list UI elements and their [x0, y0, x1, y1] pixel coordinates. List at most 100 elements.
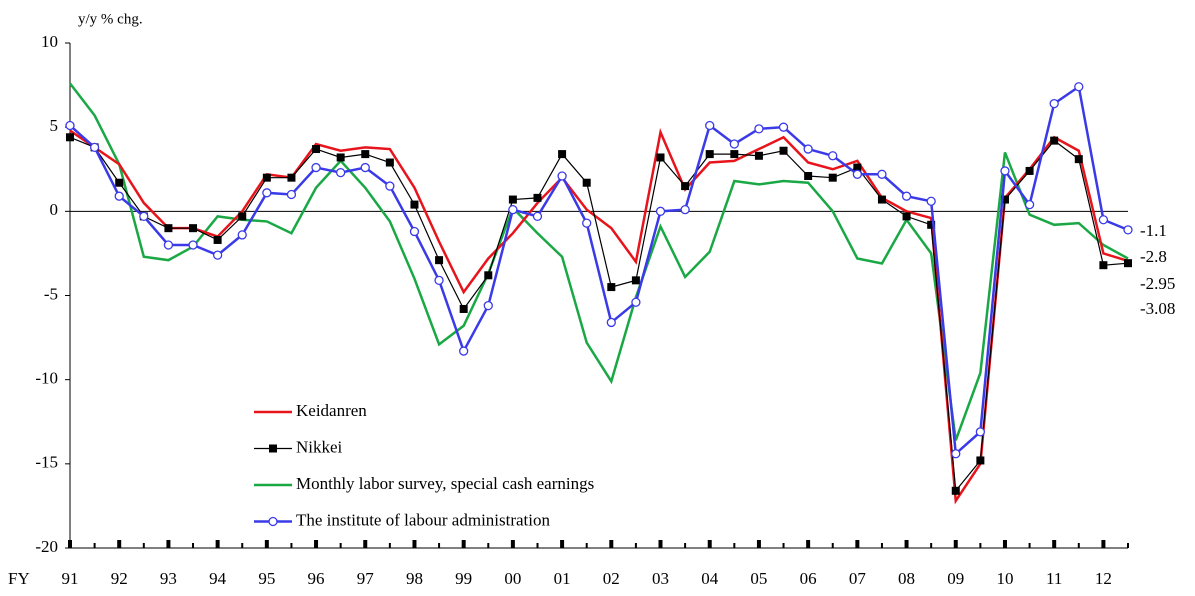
- point: [779, 146, 788, 155]
- x-tick-label: 92: [111, 569, 128, 588]
- point: [631, 276, 640, 285]
- point: [655, 206, 666, 216]
- x-tick-label: 91: [62, 569, 79, 588]
- point: [238, 212, 247, 221]
- point: [853, 163, 862, 172]
- point: [582, 218, 592, 228]
- point: [410, 200, 419, 209]
- point: [754, 151, 763, 160]
- y-tick-label: -20: [35, 537, 58, 556]
- legend-label: The institute of labour administration: [296, 510, 551, 529]
- point: [262, 188, 272, 198]
- point: [409, 226, 420, 237]
- x-tick-label: 04: [701, 569, 719, 588]
- point: [188, 240, 198, 250]
- line-series: [69, 84, 1129, 457]
- point: [901, 191, 912, 201]
- x-tick-label: 10: [996, 569, 1013, 588]
- point: [705, 150, 714, 159]
- x-tick-label: 06: [800, 569, 817, 588]
- x-tick-label: 05: [750, 569, 767, 588]
- point: [484, 271, 493, 280]
- point: [1025, 166, 1034, 175]
- point: [1050, 136, 1059, 145]
- y-tick-label: 5: [50, 116, 59, 135]
- x-tick-label: 09: [947, 569, 964, 588]
- point: [778, 122, 789, 132]
- point: [558, 150, 567, 159]
- x-tick-label: 97: [357, 569, 375, 588]
- point: [631, 297, 641, 307]
- point: [311, 162, 321, 173]
- point: [729, 139, 739, 149]
- point: [459, 346, 469, 356]
- point: [213, 235, 222, 244]
- point: [89, 142, 100, 153]
- y-tick-label: -15: [35, 453, 58, 472]
- end-label: -3.08: [1140, 299, 1175, 318]
- point: [1024, 199, 1035, 210]
- x-tick-label: 11: [1046, 569, 1062, 588]
- line-series: [69, 82, 1129, 441]
- point: [828, 173, 837, 182]
- point: [656, 153, 665, 162]
- point: [114, 191, 124, 201]
- point: [803, 144, 813, 154]
- point: [828, 151, 838, 161]
- x-tick-label: 95: [258, 569, 275, 588]
- x-tick-label: 02: [603, 569, 620, 588]
- point: [1074, 82, 1084, 92]
- point: [607, 283, 616, 292]
- point: [852, 169, 862, 179]
- point: [115, 178, 124, 187]
- point: [877, 169, 887, 179]
- point: [312, 145, 321, 154]
- point: [754, 124, 764, 134]
- point: [582, 178, 591, 187]
- point: [1074, 155, 1083, 164]
- y-axis-label: y/y % chg.: [78, 11, 143, 27]
- point: [730, 150, 739, 159]
- point: [385, 181, 395, 191]
- y-tick-label: -10: [35, 369, 58, 388]
- x-tick-label: 96: [308, 569, 325, 588]
- point: [483, 300, 493, 311]
- point: [533, 193, 542, 202]
- point: [336, 167, 346, 178]
- point: [976, 456, 985, 465]
- point: [459, 304, 468, 313]
- point: [163, 240, 174, 250]
- point: [361, 150, 370, 159]
- x-tick-label: 01: [554, 569, 571, 588]
- x-tick-label: 99: [455, 569, 472, 588]
- point: [1049, 98, 1059, 109]
- point: [237, 230, 247, 240]
- point: [1000, 195, 1009, 204]
- point: [557, 171, 567, 181]
- x-tick-label: 08: [898, 569, 915, 588]
- point: [680, 204, 690, 215]
- line-series: [69, 127, 1129, 505]
- point: [927, 220, 936, 229]
- point: [681, 182, 690, 191]
- point: [434, 275, 444, 286]
- line-series: [69, 136, 1129, 493]
- point: [804, 171, 813, 180]
- point: [1098, 215, 1109, 225]
- point: [164, 224, 173, 233]
- point: [532, 211, 543, 222]
- end-label: -1.1: [1140, 221, 1167, 240]
- point: [508, 195, 517, 204]
- point: [926, 196, 936, 206]
- point: [287, 173, 296, 182]
- point: [1099, 261, 1108, 270]
- legend-label: Nikkei: [296, 437, 343, 456]
- x-tick-label: 94: [209, 569, 227, 588]
- point: [877, 195, 886, 204]
- point: [66, 133, 74, 142]
- x-tick-label: 07: [849, 569, 867, 588]
- point: [508, 204, 518, 215]
- point: [189, 224, 198, 233]
- x-tick-label: 12: [1095, 569, 1112, 588]
